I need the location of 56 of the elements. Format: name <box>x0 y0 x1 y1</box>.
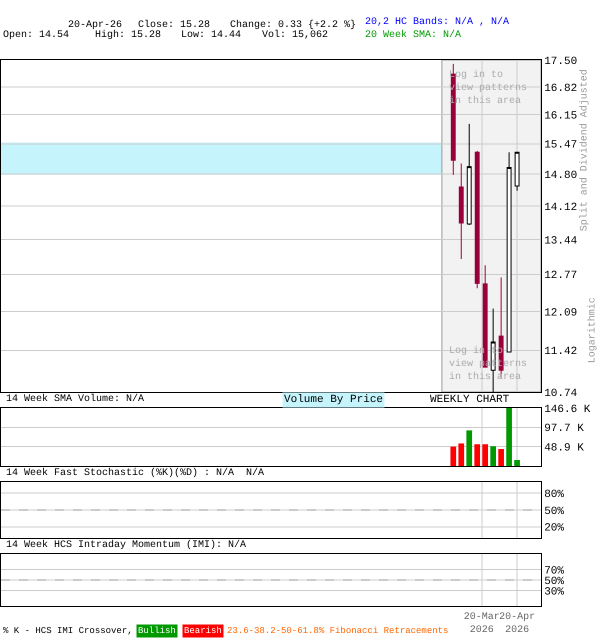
y-axis-title: Split and Dividend Adjusted <box>578 69 590 232</box>
text: Open: 14.54 <box>3 30 70 41</box>
y-tick-label: 50% <box>544 506 564 518</box>
y-tick-label: 14.80 <box>544 170 578 182</box>
y-tick-label: 50% <box>544 576 564 588</box>
bar <box>490 446 496 466</box>
text: % K - HCS IMI Crossover, <box>3 626 133 636</box>
y-tick-label: 13.44 <box>544 235 578 248</box>
y-tick-label: 70% <box>544 565 564 578</box>
y-tick-label: 10.74 <box>544 388 578 400</box>
candlestick <box>514 152 520 192</box>
text: Volume By Price <box>284 394 384 406</box>
y-tick-label: 48.9 K <box>544 442 584 454</box>
y-tick-label: 30% <box>544 586 564 598</box>
candlestick <box>458 162 464 260</box>
bar <box>466 430 472 466</box>
y-tick-label: 16.15 <box>544 110 578 122</box>
bar <box>474 444 480 466</box>
chart-title: 14 Week HCS Intraday Momentum (IMI): N/A <box>6 539 246 551</box>
x-tick-label: 20-Mar 2026 <box>464 612 500 636</box>
candlestick <box>506 152 512 353</box>
y-tick-label: 14.12 <box>544 202 578 214</box>
y-tick-label: 146.6 K <box>544 404 591 416</box>
y-tick-label: 17.50 <box>544 56 578 68</box>
y-tick-label: 97.7 K <box>544 423 584 436</box>
text: 20-Apr-26 <box>68 20 122 31</box>
bar <box>458 443 464 466</box>
text: Close: 15.28 <box>138 19 210 31</box>
bar <box>506 408 512 466</box>
chart-title: 14 Week SMA Volume: N/A <box>6 393 144 405</box>
text: Change: 0.33 {+2.2 %} <box>230 19 356 31</box>
text: Logarithmic <box>586 297 598 364</box>
y-tick-label: 11.42 <box>544 346 578 358</box>
bar <box>450 446 456 466</box>
y-tick-label: 16.82 <box>544 82 578 95</box>
y-tick-label: 12.09 <box>544 307 578 320</box>
y-tick-label: 15.47 <box>544 140 578 152</box>
candlestick <box>474 150 480 289</box>
bar <box>498 448 504 466</box>
bar <box>482 444 488 466</box>
x-tick-label: 20-Apr 2026 <box>499 612 536 636</box>
text: 20,2 HC Bands: N/A , N/A <box>365 16 510 28</box>
y-tick-label: 80% <box>544 489 564 502</box>
text: 20 Week SMA: N/A <box>365 29 462 41</box>
text: Vol: 15,062 <box>262 29 328 41</box>
text: WEEKLY CHART <box>430 394 510 406</box>
text: Bullish <box>138 626 176 636</box>
y-tick-label: 20% <box>544 522 564 535</box>
y-tick-label: 12.77 <box>544 270 578 282</box>
text: Low: 14.44 <box>181 30 242 41</box>
chart-title: 14 Week Fast Stochastic (%K)(%D) : N/A N/A <box>6 467 264 479</box>
bar <box>514 460 520 466</box>
text: High: 15.28 <box>95 29 162 41</box>
candlestick <box>466 123 472 226</box>
text: Bearish <box>184 626 222 636</box>
text: 23.6-38.2-50-61.8% Fibonacci Retracements <box>227 626 448 636</box>
